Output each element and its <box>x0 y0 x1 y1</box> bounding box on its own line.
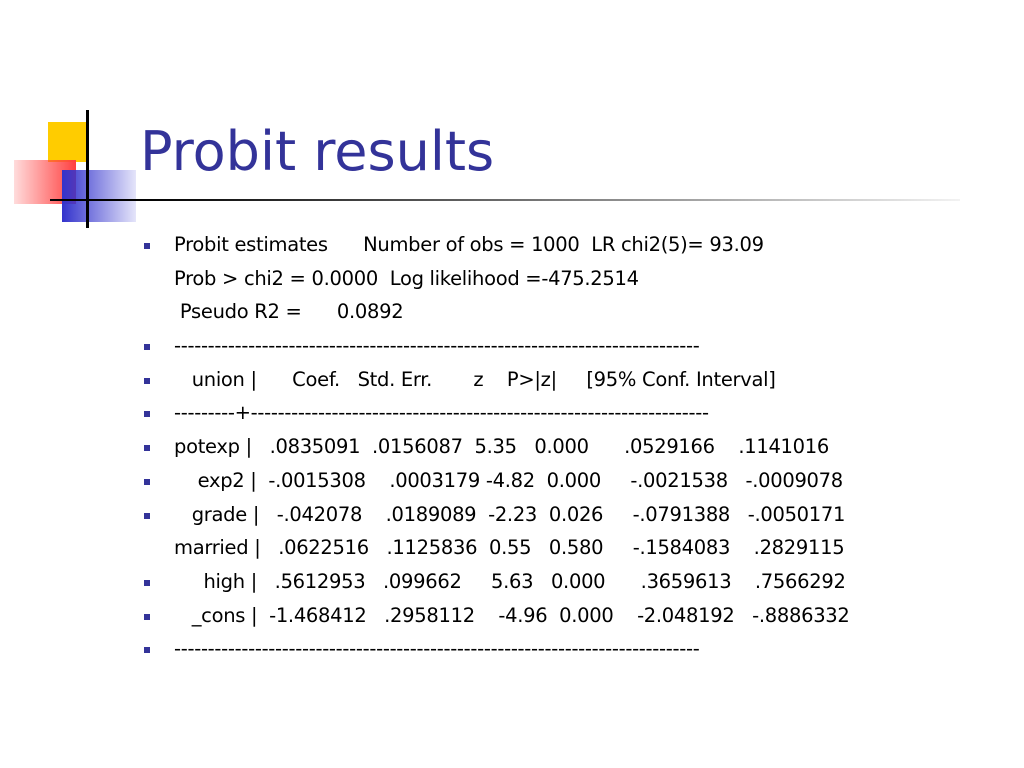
line-text: grade | -.042078 .0189089 -2.23 0.026 -.… <box>174 502 846 526</box>
text-line: ----------------------------------------… <box>140 329 1020 363</box>
line-text: high | .5612953 .099662 5.63 0.000 .3659… <box>174 569 846 593</box>
bullet <box>144 377 150 384</box>
text-line: ----------------------------------------… <box>140 632 1020 666</box>
text-line: _cons | -1.468412 .2958112 -4.96 0.000 -… <box>140 599 1020 633</box>
line-text: union | Coef. Std. Err. z P>|z| [95% Con… <box>174 367 776 391</box>
text-line: Probit estimates Number of obs = 1000 LR… <box>140 228 1020 262</box>
line-text: ----------------------------------------… <box>174 334 700 358</box>
bullet <box>144 243 150 249</box>
text-line: exp2 | -.0015308 .0003179 -4.82 0.000 -.… <box>140 464 1020 498</box>
slide-title: Probit results <box>140 120 495 183</box>
vertical-rule <box>86 110 89 228</box>
text-line: grade | -.042078 .0189089 -2.23 0.026 -.… <box>140 498 1020 532</box>
line-text: married | .0622516 .1125836 0.55 0.580 -… <box>174 536 845 560</box>
text-line: married | .0622516 .1125836 0.55 0.580 -… <box>140 531 1020 565</box>
yellow-square <box>48 122 88 162</box>
horizontal-rule <box>50 199 960 201</box>
line-text: Prob > chi2 = 0.0000 Log likelihood =-47… <box>174 266 639 290</box>
text-line: union | Coef. Std. Err. z P>|z| [95% Con… <box>140 363 1020 397</box>
text-line: Prob > chi2 = 0.0000 Log likelihood =-47… <box>140 262 1020 296</box>
bullet <box>144 344 150 351</box>
line-text: _cons | -1.468412 .2958112 -4.96 0.000 -… <box>174 603 850 627</box>
text-line: potexp | .0835091 .0156087 5.35 0.000 .0… <box>140 430 1020 464</box>
line-text: exp2 | -.0015308 .0003179 -4.82 0.000 -.… <box>174 468 844 492</box>
bullet <box>144 445 150 452</box>
line-text: Pseudo R2 = 0.0892 <box>174 300 404 324</box>
line-text: ---------+------------------------------… <box>174 401 709 425</box>
line-text: Probit estimates Number of obs = 1000 LR… <box>174 233 764 256</box>
text-line: ---------+------------------------------… <box>140 396 1020 430</box>
content: Probit estimates Number of obs = 1000 LR… <box>140 228 1020 666</box>
bullet <box>144 613 150 620</box>
text-line: Pseudo R2 = 0.0892 <box>140 295 1020 329</box>
bullet <box>144 512 150 519</box>
line-text: potexp | .0835091 .0156087 5.35 0.000 .0… <box>174 435 829 459</box>
bullet <box>144 411 150 418</box>
text-line: high | .5612953 .099662 5.63 0.000 .3659… <box>140 565 1020 599</box>
blue-square <box>62 170 136 222</box>
bullet <box>144 579 150 586</box>
bullet <box>144 478 150 485</box>
bullet <box>144 647 150 654</box>
line-text: ----------------------------------------… <box>174 637 700 661</box>
